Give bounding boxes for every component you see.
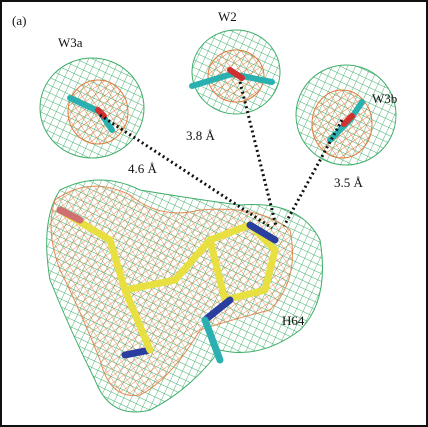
distance-label: 4.6 Å	[128, 161, 158, 176]
figure: (a) W3a W2 W3b 4.6 Å 3.8 Å 3.5 Å H64	[0, 0, 428, 427]
water-label: W2	[218, 9, 237, 24]
water-label: W3a	[58, 35, 83, 50]
distance-label: 3.5 Å	[334, 175, 364, 190]
panel-label: (a)	[12, 13, 26, 28]
residue-label: H64	[282, 313, 305, 328]
water-label: W3b	[372, 91, 397, 106]
water-w3a	[40, 58, 144, 158]
water-w2	[192, 30, 280, 114]
water-w3b	[296, 65, 396, 165]
distance-label: 3.8 Å	[186, 128, 216, 143]
